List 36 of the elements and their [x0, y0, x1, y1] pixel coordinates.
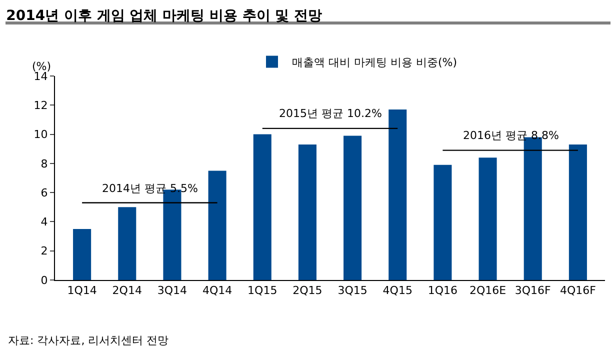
x-tick-label: 4Q16F [560, 284, 596, 298]
annotation: 2014년 평균 5.5% [102, 182, 198, 195]
annotation: 2016년 평균 8.8% [463, 129, 559, 142]
y-axis-title: (%) [32, 60, 52, 73]
bar [253, 134, 272, 280]
legend-label: 매출액 대비 마케팅 비용 비중(%) [292, 56, 458, 70]
bar [118, 207, 136, 280]
x-tick-label: 4Q15 [382, 284, 412, 298]
y-tick-label: 12 [34, 98, 48, 112]
x-tick-label: 4Q14 [202, 284, 232, 298]
bar [344, 136, 362, 280]
x-tick-label: 3Q15 [338, 284, 368, 298]
x-tick-label: 2Q15 [292, 284, 322, 298]
y-tick-label: 8 [40, 157, 48, 170]
x-tick-label: 1Q15 [248, 284, 278, 298]
bar [478, 158, 497, 280]
y-tick-label: 0 [40, 274, 48, 287]
bar [73, 229, 92, 280]
annotation: 2015년 평균 10.2% [279, 107, 382, 120]
x-tick-label: 1Q14 [67, 284, 97, 298]
bar [434, 164, 452, 280]
x-tick-label: 3Q16F [514, 284, 551, 298]
y-tick-label: 4 [40, 216, 48, 229]
text: 자료: 각사자료, 리서치센터 전망 [8, 334, 169, 347]
x-tick-label: 2Q16E [469, 284, 506, 298]
y-tick-label: 2 [40, 244, 48, 258]
x-tick-label: 3Q14 [157, 284, 188, 298]
bar [298, 144, 316, 280]
y-tick-label: 6 [40, 186, 48, 200]
x-tick-label: 1Q16 [428, 284, 458, 298]
bar [388, 110, 407, 280]
chart-title: 2014년 이후 게임 업체 마케팅 비용 추이 및 전망 [6, 8, 322, 24]
bar [568, 144, 587, 280]
bar [208, 170, 226, 280]
y-tick-label: 10 [34, 128, 48, 142]
x-tick-label: 2Q14 [112, 284, 142, 298]
